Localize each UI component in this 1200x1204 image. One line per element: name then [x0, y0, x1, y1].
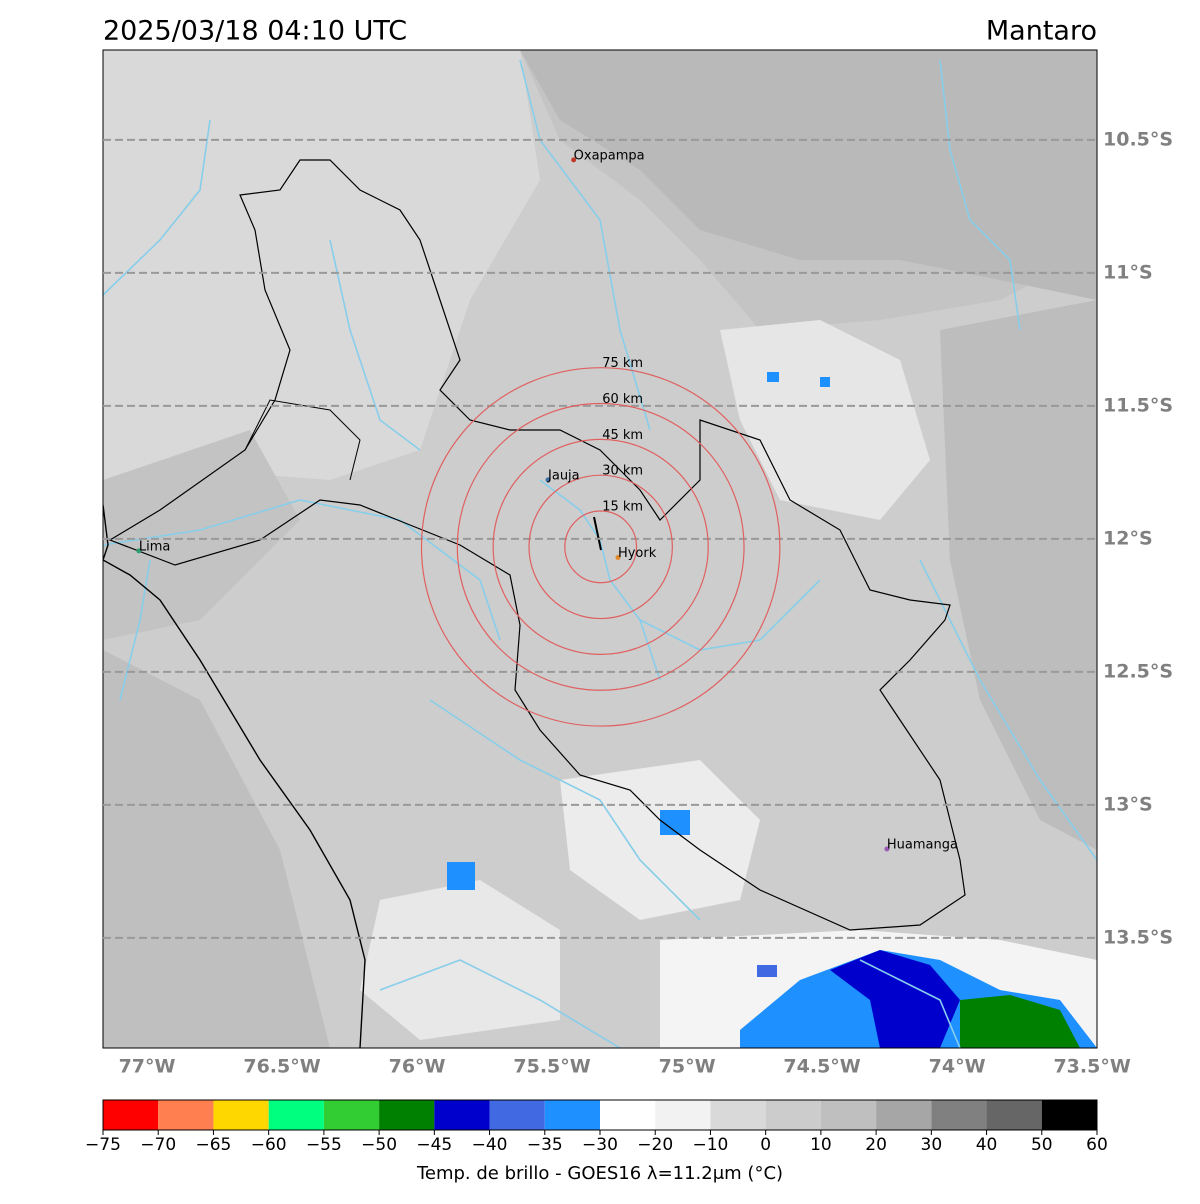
colorbar-tick-label: 60	[1086, 1135, 1108, 1155]
map-frame	[102, 49, 1098, 1049]
colorbar-segment	[544, 1100, 600, 1130]
ring-label: 75 km	[602, 356, 643, 371]
colorbar-tick-label: 40	[976, 1135, 998, 1155]
lon-label: 75°W	[659, 1056, 716, 1078]
lat-label: 13°S	[1103, 793, 1153, 815]
colorbar-tick-label: −40	[472, 1135, 508, 1155]
place-marker	[615, 555, 621, 561]
ring-label: 15 km	[602, 500, 643, 515]
colorbar-segment	[655, 1100, 711, 1130]
colorbar-tick-label: −45	[416, 1135, 452, 1155]
title: 2025/03/18 04:10 UTC	[103, 16, 407, 47]
range-ring	[420, 367, 781, 727]
lat-label: 11°S	[1103, 261, 1153, 283]
ring-label: 30 km	[602, 464, 643, 479]
colorbar-segment	[268, 1100, 324, 1130]
colorbar-segment	[434, 1100, 490, 1130]
colorbar-segment	[600, 1100, 656, 1130]
colorbar-segment	[379, 1100, 435, 1130]
lon-label: 77°W	[119, 1056, 176, 1078]
colorbar-tick-label: 0	[760, 1135, 771, 1155]
lat-label: 13.5°S	[1103, 926, 1173, 948]
colorbar-tick-label: 20	[865, 1135, 887, 1155]
lon-label: 73.5°W	[1053, 1056, 1130, 1078]
colorbar-segment	[213, 1100, 269, 1130]
colorbar-tick-label: −55	[306, 1135, 342, 1155]
place-name: Jauja	[547, 468, 580, 483]
range-ring	[564, 510, 638, 584]
colorbar-segment	[1041, 1100, 1097, 1130]
satellite-image	[103, 50, 1097, 1048]
colorbar-tick-label: 50	[1031, 1135, 1053, 1155]
colorbar-segment	[158, 1100, 214, 1130]
lon-label: 76.5°W	[243, 1056, 320, 1078]
colorbar-tick-label: −75	[85, 1135, 121, 1155]
range-ring	[528, 474, 673, 620]
colorbar-tick-label: −60	[251, 1135, 287, 1155]
place-marker	[136, 548, 142, 554]
colorbar-tick-label: −50	[361, 1135, 397, 1155]
lat-label: 12°S	[1103, 527, 1153, 549]
colorbar-tick-label: 10	[810, 1135, 832, 1155]
ring-label: 45 km	[602, 428, 643, 443]
place-marker	[545, 477, 551, 483]
lat-label: 10.5°S	[1103, 128, 1173, 150]
region-name: Mantaro	[986, 16, 1097, 47]
place-marker	[571, 157, 577, 163]
colorbar-tick-label: 30	[921, 1135, 943, 1155]
place-name: Hyork	[618, 546, 657, 561]
colorbar-tick-label: −70	[140, 1135, 176, 1155]
colorbar-label: Temp. de brillo - GOES16 λ=11.2μm (°C)	[416, 1163, 783, 1184]
colorbar-segment	[820, 1100, 877, 1130]
place-name: Huamanga	[887, 838, 958, 853]
range-ring	[456, 402, 745, 691]
colorbar-tick-label: −65	[195, 1135, 231, 1155]
lat-label: 12.5°S	[1103, 660, 1173, 682]
colorbar-segment	[876, 1100, 932, 1130]
place-name: Oxapampa	[574, 148, 645, 163]
colorbar-tick-label: −30	[582, 1135, 618, 1155]
lon-label: 76°W	[389, 1056, 446, 1078]
colorbar-segment	[710, 1100, 766, 1130]
colorbar-segment	[323, 1100, 380, 1130]
lon-label: 74.5°W	[783, 1056, 860, 1078]
lon-label: 74°W	[929, 1056, 986, 1078]
ring-label: 60 km	[602, 392, 643, 407]
range-ring	[492, 438, 709, 655]
colorbar-tick-label: −35	[527, 1135, 563, 1155]
colorbar-segment	[103, 1100, 159, 1130]
colorbar-segment	[765, 1100, 821, 1130]
colorbar-tick-label: −20	[637, 1135, 673, 1155]
place-name: Lima	[139, 539, 170, 554]
colorbar-segment	[931, 1100, 987, 1130]
lon-label: 75.5°W	[513, 1056, 590, 1078]
colorbar-segment	[986, 1100, 1042, 1130]
place-marker	[884, 846, 890, 852]
colorbar-tick-label: −10	[692, 1135, 728, 1155]
lat-label: 11.5°S	[1103, 394, 1173, 416]
colorbar-segment	[489, 1100, 545, 1130]
